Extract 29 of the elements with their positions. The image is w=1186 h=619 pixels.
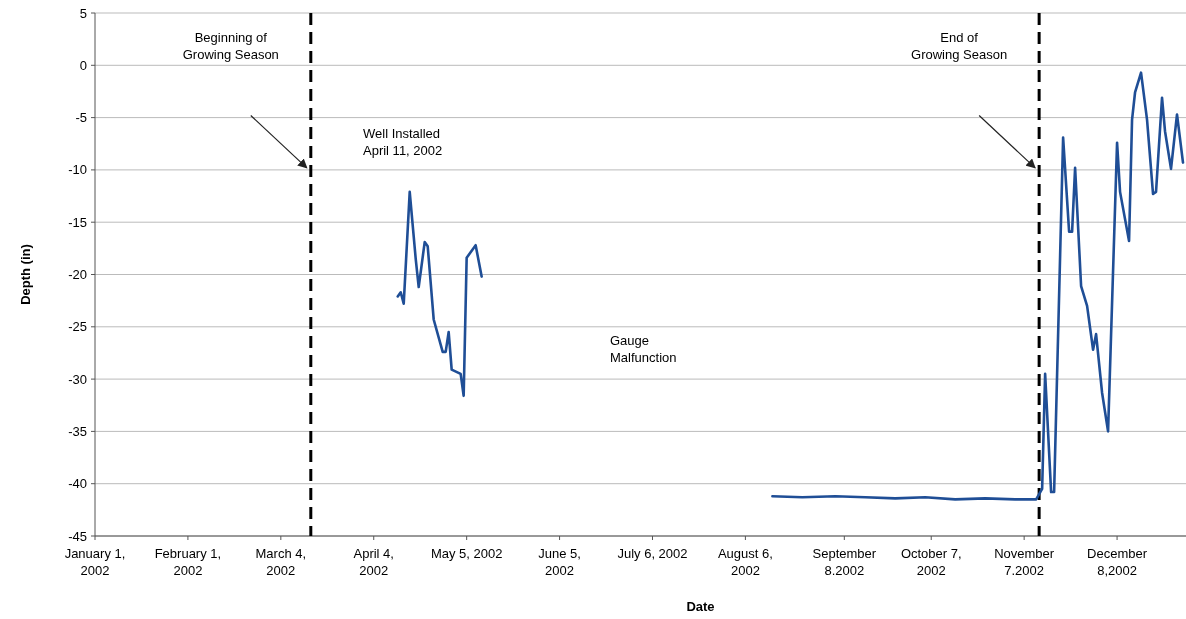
x-tick-label: July 6, 2002 xyxy=(617,546,688,561)
y-tick-label: 0 xyxy=(79,57,87,73)
x-tick-label: March 4, 2002 xyxy=(255,546,307,578)
y-tick-label: -15 xyxy=(68,214,87,230)
y-tick-label: -40 xyxy=(68,476,87,492)
x-tick-label: June 5, 2002 xyxy=(538,546,581,578)
x-tick-label: January 1, 2002 xyxy=(64,546,126,578)
ref-line-label: Beginning of Growing Season xyxy=(182,30,279,63)
x-axis-title: Date xyxy=(686,599,715,614)
x-tick-label: April 4, 2002 xyxy=(353,546,394,578)
y-axis-title: Depth (in) xyxy=(18,244,33,305)
x-tick-label: October 7, 2002 xyxy=(900,546,962,578)
x-tick-label: November 7.2002 xyxy=(994,546,1055,578)
y-tick-label: -25 xyxy=(68,319,87,335)
ref-line-label: End of Growing Season xyxy=(911,30,1008,63)
y-tick-label: -35 xyxy=(68,423,87,439)
y-tick-label: -5 xyxy=(75,110,87,126)
y-tick-label: -45 xyxy=(68,528,87,544)
x-tick-label: August 6, 2002 xyxy=(717,546,773,578)
y-tick-label: -30 xyxy=(68,371,87,387)
x-tick-label: December 8,2002 xyxy=(1087,546,1148,578)
y-tick-label: -20 xyxy=(68,267,87,283)
y-tick-label: 5 xyxy=(79,5,87,21)
x-tick-label: February 1, 2002 xyxy=(154,546,222,578)
y-tick-label: -10 xyxy=(68,162,87,178)
annotation: Well Installed April 11, 2002 xyxy=(363,126,443,158)
x-tick-label: September 8.2002 xyxy=(812,546,877,578)
x-tick-label: May 5, 2002 xyxy=(430,546,503,561)
annotation: Gauge Malfunction xyxy=(610,333,677,365)
